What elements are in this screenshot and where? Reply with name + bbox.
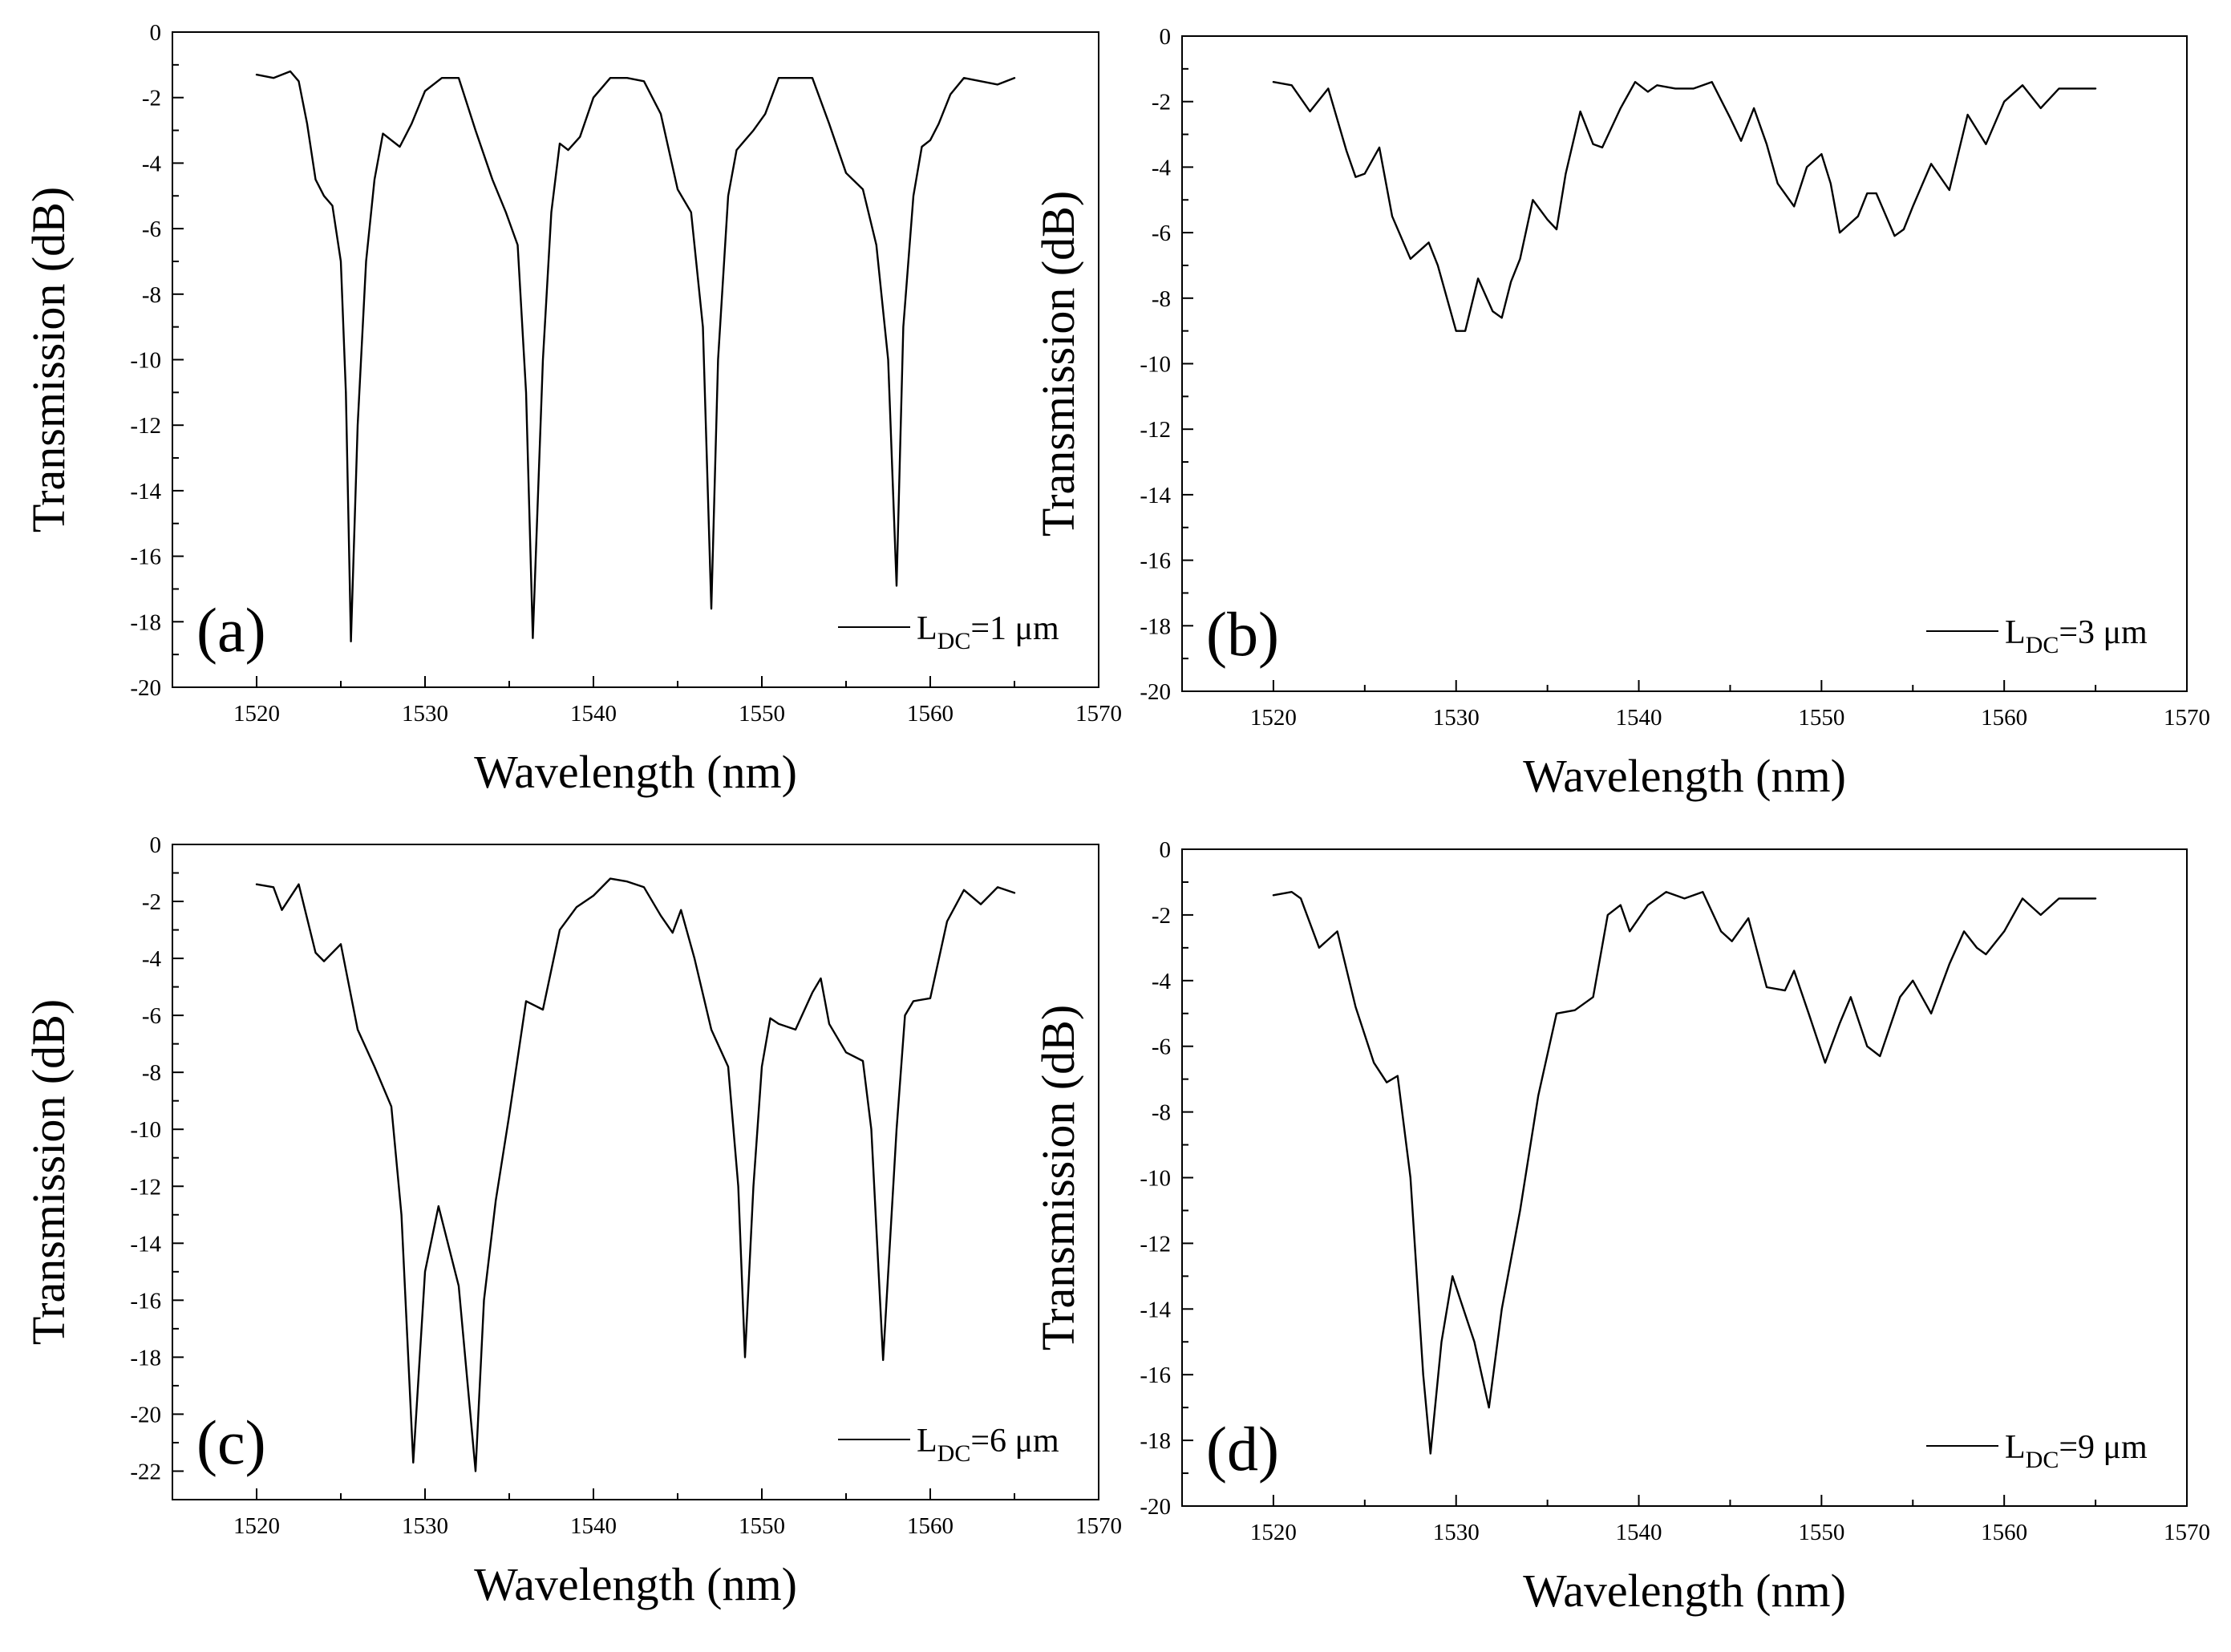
y-tick-label: -2 bbox=[1152, 90, 1171, 115]
panel-label: (c) bbox=[196, 1407, 266, 1477]
plot-frame bbox=[1181, 848, 2188, 1507]
y-tick-label: -16 bbox=[1140, 1362, 1171, 1388]
series-line bbox=[1272, 890, 2097, 1455]
y-tick-label: -12 bbox=[1140, 1231, 1171, 1257]
y-tick-label: -22 bbox=[130, 1459, 161, 1484]
x-axis-title: Wavelength (nm) bbox=[1523, 1565, 1846, 1617]
x-tick-label: 1530 bbox=[1433, 705, 1480, 731]
y-tick-label: -14 bbox=[1140, 1297, 1171, 1322]
y-tick-label: 0 bbox=[150, 832, 162, 858]
y-tick-label: -12 bbox=[130, 1174, 161, 1200]
plot-frame bbox=[1181, 35, 2188, 692]
legend-label: LDC=3 μm bbox=[2005, 614, 2148, 658]
chart-panel-a: 1520 1530 1540 1550 1560 1570 0 -2 -4 -6 -8 -10 -12 -… bbox=[22, 20, 1122, 798]
x-tick-label: 1570 bbox=[1075, 1513, 1122, 1539]
y-tick-label: -10 bbox=[1140, 1166, 1171, 1192]
series-line bbox=[255, 70, 1016, 642]
plot-frame bbox=[172, 844, 1099, 1500]
legend-label: LDC=9 μm bbox=[2005, 1429, 2148, 1473]
x-axis-title: Wavelength (nm) bbox=[474, 746, 797, 798]
x-tick-label: 1530 bbox=[402, 701, 448, 727]
y-tick-label: -18 bbox=[1140, 1428, 1171, 1454]
y-tick-label: 0 bbox=[150, 20, 162, 46]
y-tick-label: -14 bbox=[130, 479, 161, 504]
y-tick-label: -6 bbox=[1152, 221, 1171, 246]
x-tick-label: 1550 bbox=[739, 701, 785, 727]
y-tick-label: -6 bbox=[1152, 1035, 1171, 1060]
y-tick-label: -10 bbox=[1140, 352, 1171, 378]
y-tick-label: -16 bbox=[130, 545, 161, 570]
x-tick-label: 1520 bbox=[233, 701, 280, 727]
y-tick-label: -20 bbox=[130, 1402, 161, 1427]
x-tick-label: 1520 bbox=[1250, 1520, 1297, 1545]
plot-frame bbox=[172, 31, 1099, 688]
y-tick-label: -4 bbox=[1152, 969, 1172, 994]
y-tick-label: -20 bbox=[130, 675, 161, 701]
y-tick-label: 0 bbox=[1160, 837, 1172, 863]
x-tick-label: 1540 bbox=[570, 1513, 617, 1539]
x-tick-label: 1520 bbox=[233, 1513, 280, 1539]
x-tick-label: 1570 bbox=[2164, 705, 2210, 731]
y-axis-title: Transmission (dB) bbox=[1032, 191, 1084, 536]
y-tick-label: -20 bbox=[1140, 1494, 1171, 1520]
y-tick-label: -8 bbox=[1152, 286, 1171, 312]
y-axis-title: Transmission (dB) bbox=[22, 187, 75, 532]
chart-panel-d: 1520 1530 1540 1550 1560 1570 0 -2 -4 -6 -8 -10 -12 -… bbox=[1032, 837, 2210, 1617]
y-tick-label: -8 bbox=[1152, 1100, 1171, 1126]
y-tick-label: -12 bbox=[130, 413, 161, 439]
series-line bbox=[255, 877, 1016, 1472]
x-tick-label: 1560 bbox=[1981, 705, 2027, 731]
series-line bbox=[1272, 80, 2097, 332]
x-axis-title: Wavelength (nm) bbox=[474, 1558, 797, 1610]
panel-label: (b) bbox=[1206, 599, 1279, 669]
y-tick-label: -6 bbox=[142, 217, 161, 242]
y-tick-label: -4 bbox=[142, 151, 162, 176]
y-tick-label: -10 bbox=[130, 348, 161, 374]
y-tick-label: -2 bbox=[142, 86, 161, 111]
y-tick-label: -8 bbox=[142, 1060, 161, 1086]
x-tick-label: 1550 bbox=[739, 1513, 785, 1539]
x-tick-label: 1520 bbox=[1250, 705, 1297, 731]
y-tick-label: -16 bbox=[130, 1288, 161, 1314]
y-axis-title: Transmission (dB) bbox=[1032, 1005, 1084, 1350]
y-tick-label: -10 bbox=[130, 1117, 161, 1143]
y-axis-title: Transmission (dB) bbox=[22, 999, 75, 1345]
y-tick-label: -4 bbox=[142, 946, 162, 972]
x-tick-label: 1530 bbox=[1433, 1520, 1480, 1545]
y-tick-label: -6 bbox=[142, 1003, 161, 1029]
x-tick-label: 1560 bbox=[907, 701, 954, 727]
x-tick-label: 1570 bbox=[1075, 701, 1122, 727]
y-tick-label: -14 bbox=[130, 1231, 161, 1257]
x-tick-label: 1540 bbox=[1616, 1520, 1662, 1545]
x-tick-label: 1540 bbox=[570, 701, 617, 727]
y-tick-label: -16 bbox=[1140, 549, 1171, 574]
x-tick-label: 1560 bbox=[1981, 1520, 2027, 1545]
x-tick-label: 1560 bbox=[907, 1513, 954, 1539]
chart-panel-b: 1520 1530 1540 1550 1560 1570 0 -2 -4 -6 -8 -10 -12 -… bbox=[1032, 24, 2210, 802]
panel-label: (a) bbox=[196, 595, 266, 665]
chart-panel-c: 1520 1530 1540 1550 1560 1570 0 -2 -4 -6 -8 -10 -12 -… bbox=[22, 832, 1122, 1610]
y-tick-label: -12 bbox=[1140, 417, 1171, 443]
y-tick-label: -18 bbox=[130, 609, 161, 635]
y-tick-label: -2 bbox=[1152, 903, 1171, 929]
x-tick-label: 1550 bbox=[1798, 1520, 1844, 1545]
legend-label: LDC=1 μm bbox=[917, 610, 1059, 654]
x-tick-label: 1570 bbox=[2164, 1520, 2210, 1545]
x-tick-label: 1540 bbox=[1616, 705, 1662, 731]
y-tick-label: -8 bbox=[142, 282, 161, 308]
legend-label: LDC=6 μm bbox=[917, 1423, 1059, 1467]
y-tick-label: 0 bbox=[1160, 24, 1172, 50]
y-tick-label: -18 bbox=[1140, 613, 1171, 639]
y-tick-label: -18 bbox=[130, 1345, 161, 1371]
panel-label: (d) bbox=[1206, 1414, 1279, 1484]
x-tick-label: 1550 bbox=[1798, 705, 1844, 731]
x-axis-title: Wavelength (nm) bbox=[1523, 750, 1846, 802]
x-tick-label: 1530 bbox=[402, 1513, 448, 1539]
y-tick-label: -4 bbox=[1152, 155, 1172, 180]
y-tick-label: -2 bbox=[142, 889, 161, 915]
y-tick-label: -20 bbox=[1140, 679, 1171, 705]
y-tick-label: -14 bbox=[1140, 483, 1171, 508]
